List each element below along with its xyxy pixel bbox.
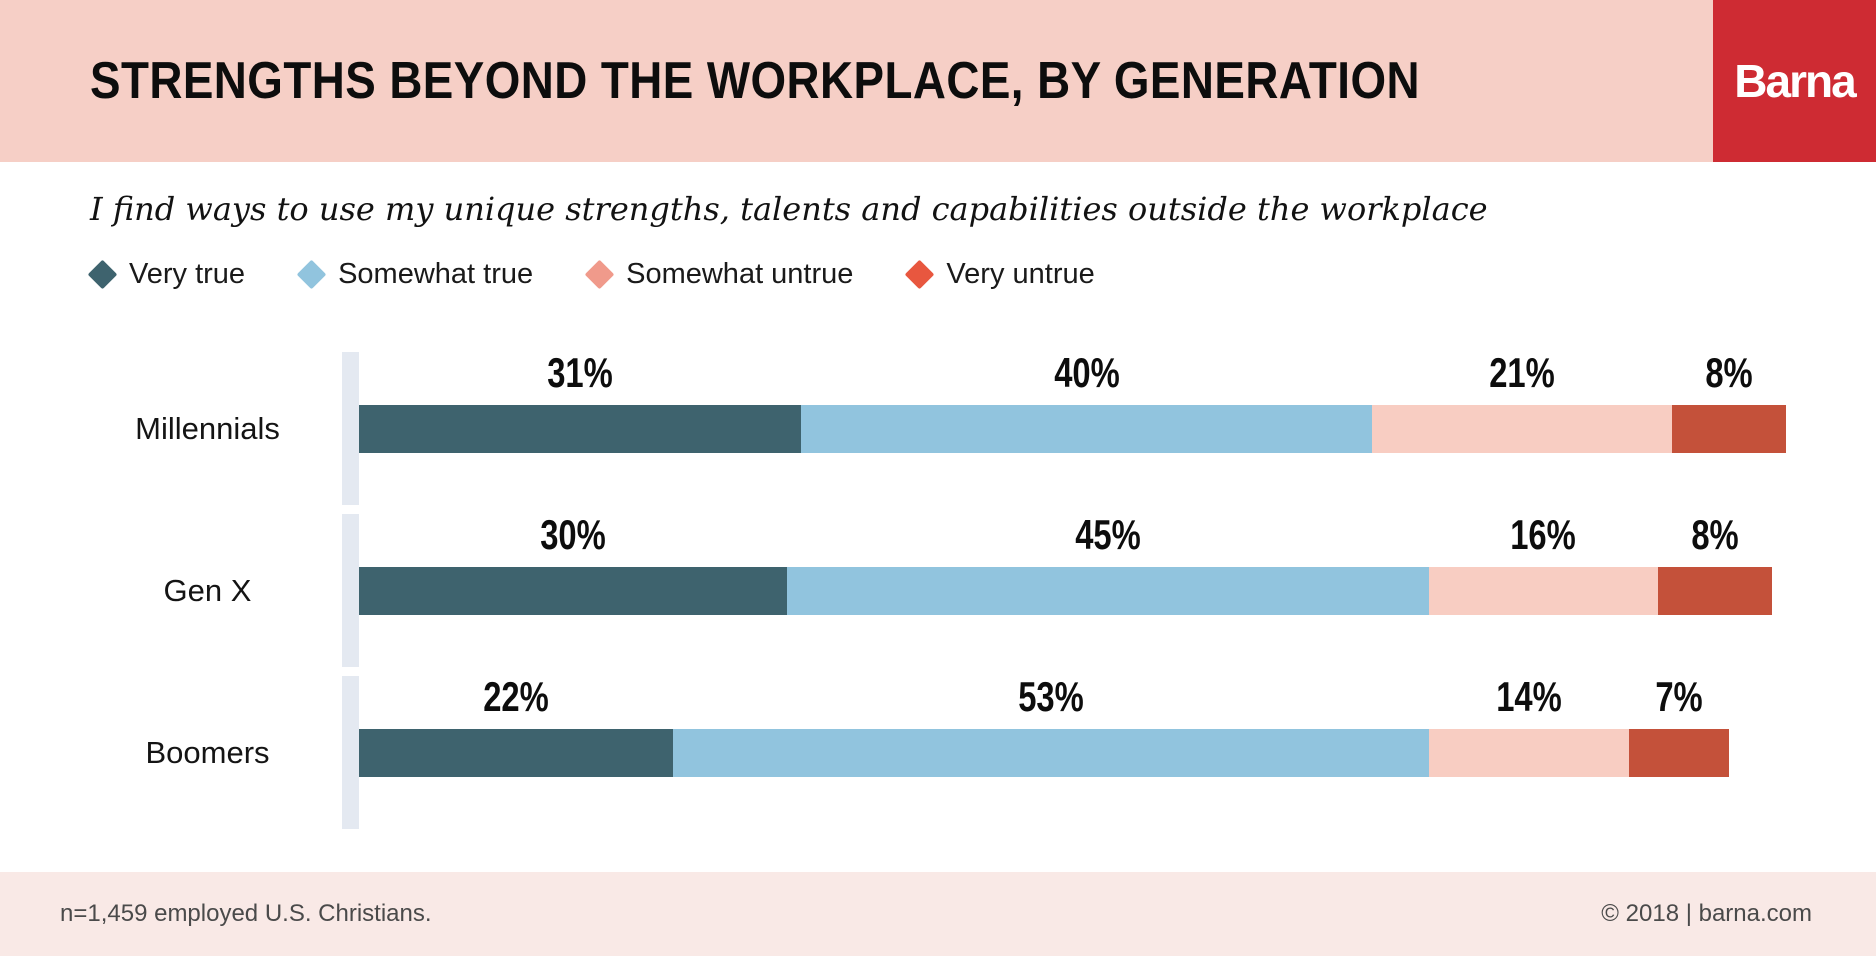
value-label: 45%: [1075, 510, 1141, 558]
legend-label: Very true: [129, 258, 246, 290]
axis-track: [342, 676, 359, 829]
value-label: 14%: [1496, 672, 1562, 720]
footer-band: n=1,459 employed U.S. Christians. © 2018…: [0, 872, 1876, 956]
bar-segment-very-untrue: 8%: [1671, 349, 1786, 453]
very-untrue-diamond-icon: [905, 259, 935, 290]
bar-segment-very-true: 31%: [359, 349, 802, 453]
bar-segment-somewhat-untrue: 21%: [1372, 349, 1672, 453]
legend-item-somewhat-untrue: Somewhat untrue: [583, 258, 853, 291]
value-label: 21%: [1489, 348, 1555, 396]
somewhat-untrue-diamond-icon: [584, 259, 615, 290]
bar-group: 22% 53% 14% 7%: [359, 673, 1786, 777]
legend-item-very-untrue: Very untrue: [903, 258, 1095, 291]
chart-row-gen-x: Gen X 30% 45% 16% 8%: [0, 511, 1876, 667]
chart-subtitle: I find ways to use my unique strengths, …: [90, 190, 1488, 228]
category-label: Millennials: [135, 410, 280, 446]
stacked-bar-chart: Millennials 31% 40% 21% 8% Gen X 30% 45: [0, 349, 1876, 838]
page-title: STRENGTHS BEYOND THE WORKPLACE, BY GENER…: [90, 52, 1420, 110]
category-label: Boomers: [145, 734, 270, 770]
bar-segment-very-untrue: 8%: [1657, 511, 1772, 615]
bar-group: 31% 40% 21% 8%: [359, 349, 1786, 453]
bar-segment-very-true: 30%: [359, 511, 788, 615]
bar-segment-very-true: 22%: [359, 673, 673, 777]
chart-row-boomers: Boomers 22% 53% 14% 7%: [0, 673, 1876, 829]
bar-group: 30% 45% 16% 8%: [359, 511, 1786, 615]
axis-track: [342, 352, 359, 505]
value-label: 31%: [547, 348, 613, 396]
header-band: STRENGTHS BEYOND THE WORKPLACE, BY GENER…: [0, 0, 1876, 162]
legend-item-very-true: Very true: [86, 258, 245, 291]
sample-size-note: n=1,459 employed U.S. Christians.: [60, 900, 432, 927]
chart-row-millennials: Millennials 31% 40% 21% 8%: [0, 349, 1876, 505]
category-label: Gen X: [163, 572, 252, 608]
legend: Very true Somewhat true Somewhat untrue …: [86, 258, 1876, 291]
axis-track: [342, 514, 359, 667]
legend-item-somewhat-true: Somewhat true: [295, 258, 533, 291]
barna-logo: Barna: [1713, 0, 1876, 162]
value-label: 53%: [1018, 672, 1084, 720]
value-label: 40%: [1053, 348, 1120, 396]
value-label: 8%: [1690, 510, 1739, 558]
legend-label: Somewhat untrue: [626, 258, 854, 290]
legend-label: Very untrue: [946, 258, 1095, 290]
bar-segment-somewhat-true: 53%: [672, 673, 1430, 777]
value-label: 16%: [1510, 510, 1577, 558]
bar-segment-very-untrue: 7%: [1629, 673, 1729, 777]
bar-segment-somewhat-untrue: 14%: [1429, 673, 1629, 777]
somewhat-true-diamond-icon: [296, 259, 327, 290]
bar-segment-somewhat-true: 45%: [787, 511, 1430, 615]
barna-logo-text: Barna: [1734, 55, 1856, 107]
bar-segment-somewhat-true: 40%: [801, 349, 1373, 453]
value-label: 22%: [483, 672, 549, 720]
value-label: 8%: [1705, 348, 1753, 396]
legend-label: Somewhat true: [338, 258, 534, 290]
bar-segment-somewhat-untrue: 16%: [1429, 511, 1658, 615]
value-label: 30%: [540, 510, 606, 558]
value-label: 7%: [1655, 672, 1703, 720]
copyright-note: © 2018 | barna.com: [1601, 900, 1812, 927]
very-true-diamond-icon: [87, 259, 118, 290]
